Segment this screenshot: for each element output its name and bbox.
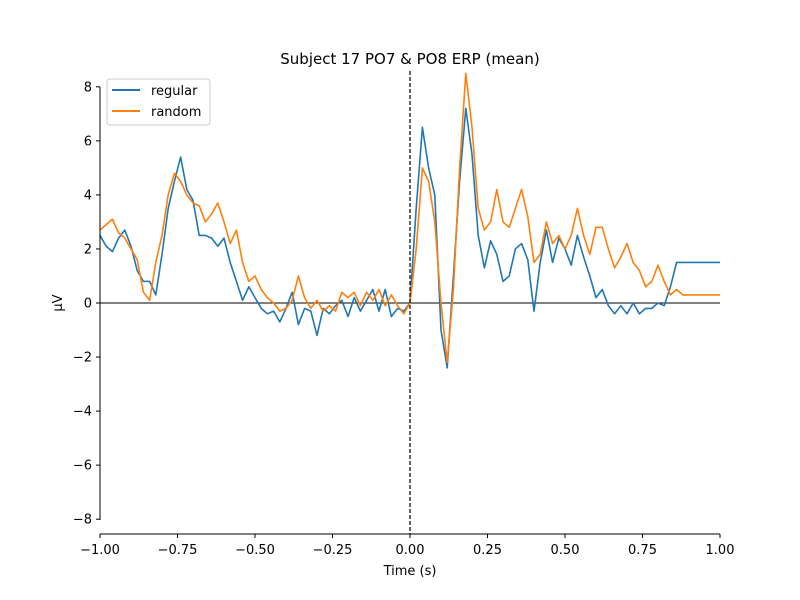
y-tick-label: 6: [84, 134, 92, 149]
x-tick-label: 0.00: [396, 543, 425, 558]
legend: regular random: [106, 78, 211, 126]
x-tick-label: 0.25: [473, 543, 502, 558]
y-tick-label: −2: [73, 351, 92, 366]
y-ticks: −8 −6 −4 −2 0 2 4 6 8: [73, 80, 100, 528]
y-tick-label: −6: [73, 459, 92, 474]
plot-area: [99, 71, 720, 534]
x-tick-label: −0.25: [313, 543, 353, 558]
y-tick-label: 8: [84, 80, 92, 95]
y-tick-label: −8: [73, 513, 92, 528]
x-axis-label: Time (s): [383, 564, 437, 579]
x-tick-label: 1.00: [706, 543, 735, 558]
x-tick-label: −0.50: [235, 543, 275, 558]
chart-title: Subject 17 PO7 & PO8 ERP (mean): [280, 50, 539, 68]
y-axis-label: µV: [51, 294, 66, 311]
y-tick-label: 0: [84, 297, 92, 312]
y-tick-label: −4: [73, 405, 92, 420]
x-ticks: −1.00 −0.75 −0.50 −0.25 0.00 0.25 0.50 0.75 1.00: [80, 534, 734, 558]
x-tick-label: −0.75: [158, 543, 198, 558]
y-tick-label: 4: [84, 188, 92, 203]
x-tick-label: 0.75: [628, 543, 657, 558]
x-tick-label: −1.00: [80, 543, 120, 558]
legend-label-random: random: [151, 105, 201, 120]
y-tick-label: 2: [84, 242, 92, 257]
x-tick-label: 0.50: [551, 543, 580, 558]
legend-label-regular: regular: [151, 84, 198, 99]
